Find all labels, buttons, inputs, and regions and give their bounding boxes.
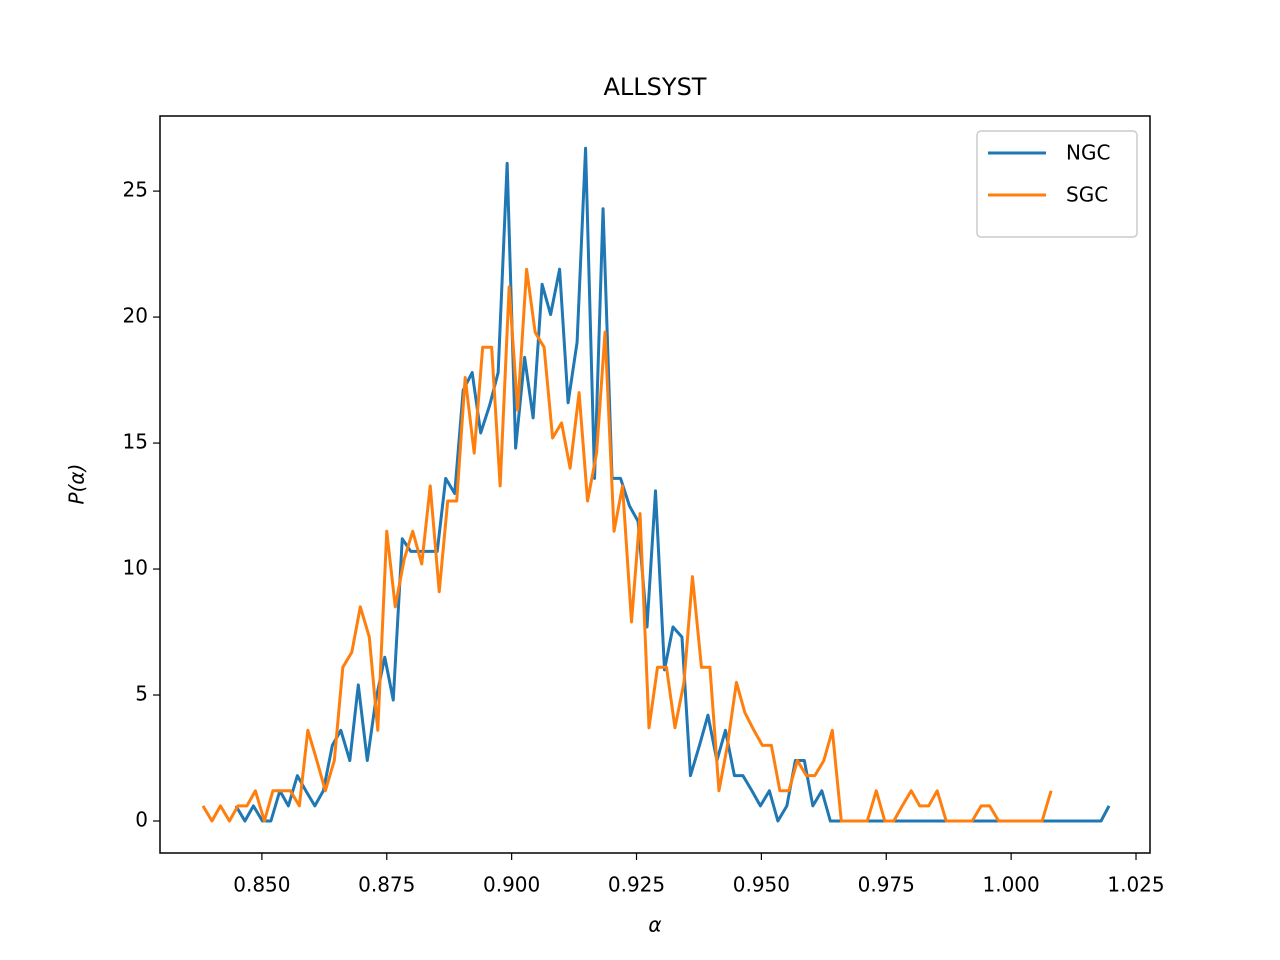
y-tick-label: 5 xyxy=(135,682,148,706)
y-axis-label: P(α) xyxy=(65,464,89,505)
x-tick-label: 0.950 xyxy=(733,873,790,897)
legend-label: SGC xyxy=(1066,183,1108,207)
x-tick-label: 0.875 xyxy=(358,873,415,897)
y-tick-label: 0 xyxy=(135,808,148,832)
legend-box xyxy=(976,130,1138,238)
x-tick-label: 0.975 xyxy=(858,873,915,897)
x-tick-label: 0.925 xyxy=(608,873,665,897)
plot-frame xyxy=(159,115,1151,854)
series-line xyxy=(201,267,1053,823)
y-tick-label: 20 xyxy=(123,304,148,328)
legend-label: NGC xyxy=(1066,141,1110,165)
y-tick-label: 10 xyxy=(123,556,148,580)
y-tick-label: 25 xyxy=(123,178,148,202)
x-tick-label: 1.000 xyxy=(983,873,1040,897)
x-axis-label: α xyxy=(648,913,661,937)
x-tick-label: 0.850 xyxy=(233,873,290,897)
x-tick-label: 0.900 xyxy=(483,873,540,897)
chart-title: ALLSYST xyxy=(604,73,707,101)
x-tick-label: 1.025 xyxy=(1107,873,1164,897)
y-tick-label: 15 xyxy=(123,430,148,454)
